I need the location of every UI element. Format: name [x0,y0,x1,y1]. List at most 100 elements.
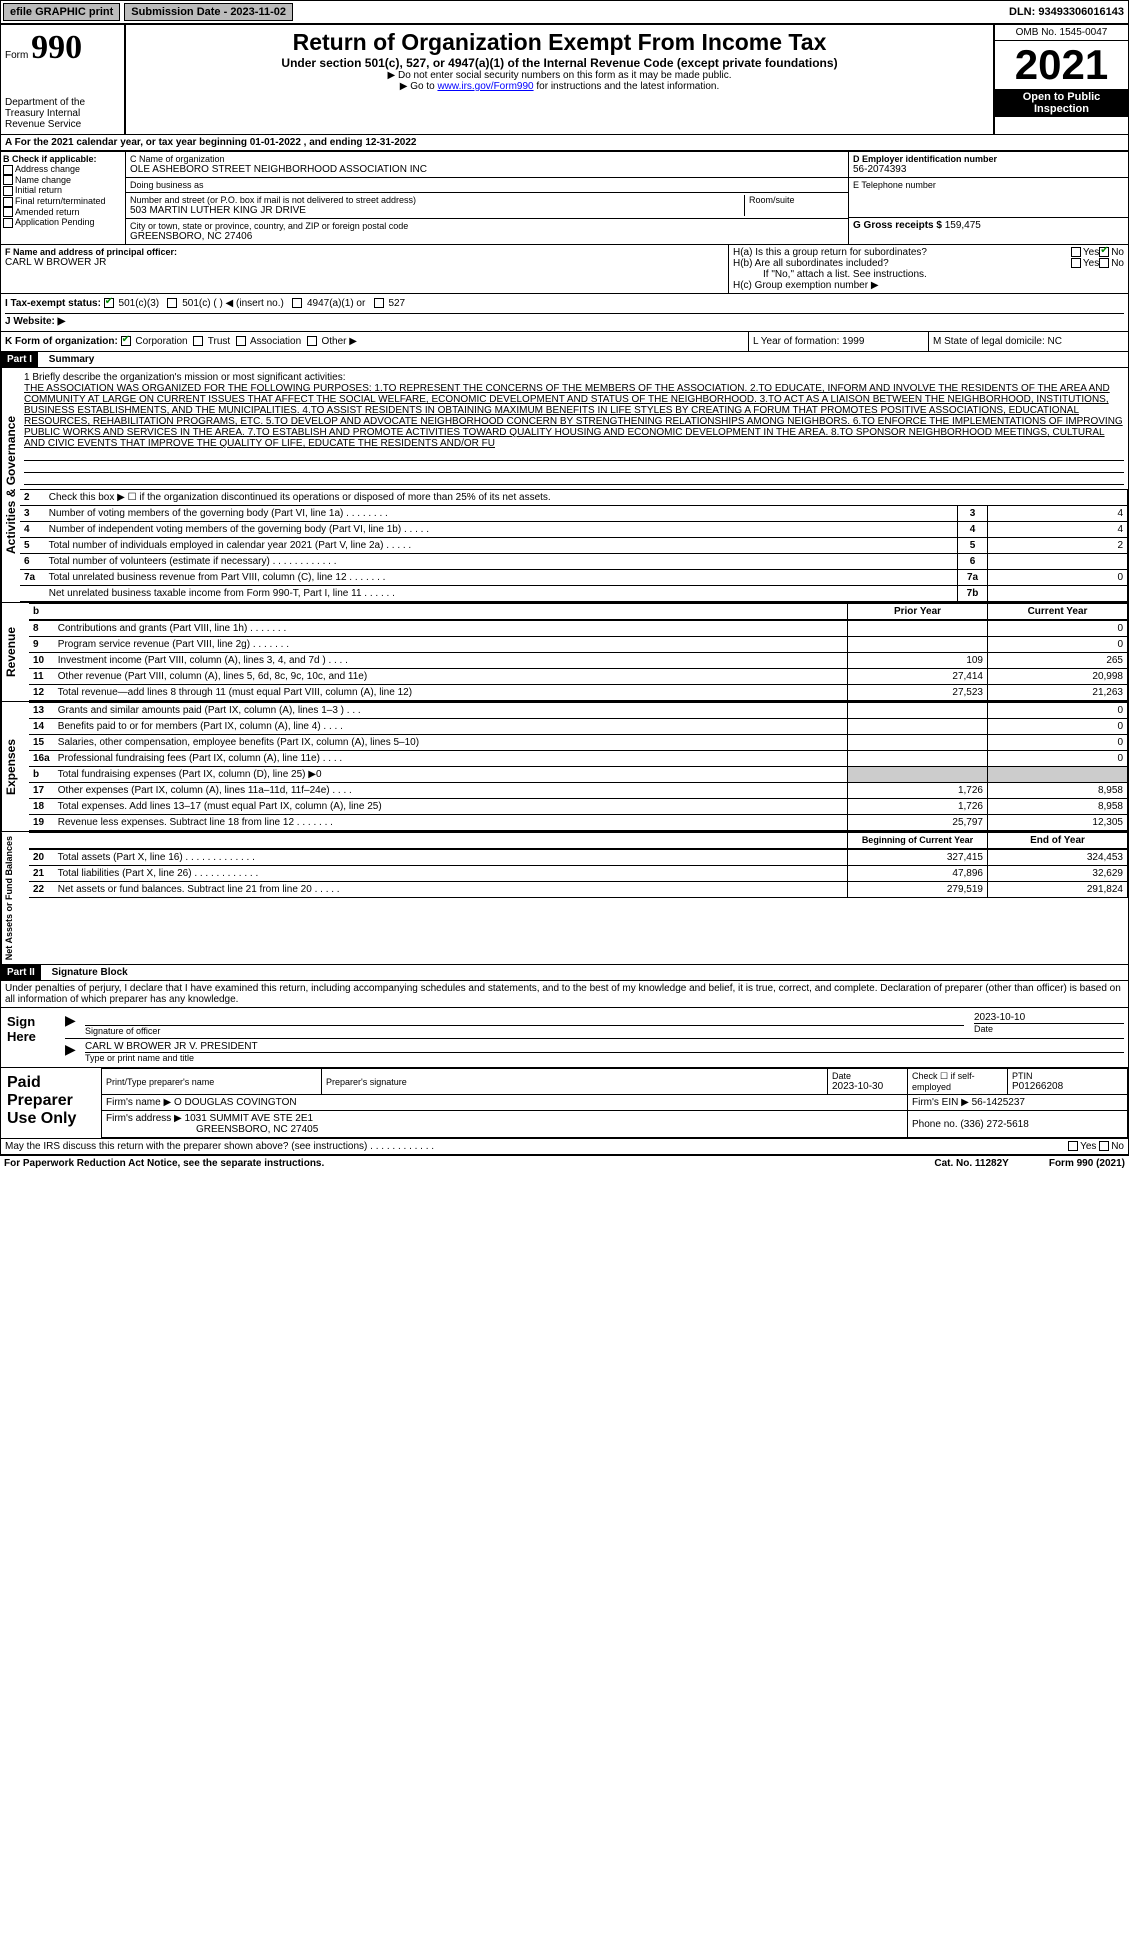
tax-year: 2021 [995,41,1128,89]
box-b-label: B Check if applicable: [3,154,123,164]
org-name: OLE ASHEBORO STREET NEIGHBORHOOD ASSOCIA… [130,164,844,175]
mission-block: 1 Briefly describe the organization's mi… [20,368,1128,489]
table-row: 10 Investment income (Part VIII, column … [29,653,1128,669]
chk-amended[interactable]: Amended return [3,207,123,218]
box-h: H(a) Is this a group return for subordin… [728,245,1128,293]
footer: For Paperwork Reduction Act Notice, see … [0,1155,1129,1171]
paperwork-notice: For Paperwork Reduction Act Notice, see … [4,1158,324,1169]
gross-label: G Gross receipts $ [853,220,942,231]
info-section: B Check if applicable: Address change Na… [0,151,1129,245]
chk-initial[interactable]: Initial return [3,185,123,196]
part2-label: Part II [1,965,41,980]
form-ref: Form 990 (2021) [1049,1158,1125,1169]
ptin-value: P01266208 [1012,1081,1123,1092]
table-row: 20 Total assets (Part X, line 16) . . . … [29,850,1128,866]
table-row: 17 Other expenses (Part IX, column (A), … [29,783,1128,799]
ha-no[interactable] [1099,247,1109,257]
revenue-section: Revenue bPrior YearCurrent Year 8 Contri… [0,603,1129,702]
prep-name-label: Print/Type preparer's name [106,1077,317,1087]
table-row: 9 Program service revenue (Part VIII, li… [29,637,1128,653]
officer-name: CARL W BROWER JR [5,257,724,268]
topbar: efile GRAPHIC print Submission Date - 20… [0,0,1129,24]
hb-yes[interactable] [1071,258,1081,268]
chk-corp[interactable] [121,336,131,346]
chk-assoc[interactable] [236,336,246,346]
phone-label: E Telephone number [853,180,1124,190]
sign-section: Sign Here ▶ Signature of officer 2023-10… [0,1008,1129,1068]
preparer-section: Paid Preparer Use Only Print/Type prepar… [0,1068,1129,1139]
discuss-yes[interactable] [1068,1141,1078,1151]
irs-link[interactable]: www.irs.gov/Form990 [437,81,533,92]
box-f: F Name and address of principal officer:… [1,245,728,293]
table-row: 5 Total number of individuals employed i… [20,538,1128,554]
side-netassets: Net Assets or Fund Balances [1,832,29,964]
chk-501c3[interactable] [104,298,114,308]
ij-section: I Tax-exempt status: 501(c)(3) 501(c) ( … [0,294,1129,332]
part1-label: Part I [1,352,38,367]
dept-label: Department of the Treasury Internal Reve… [5,97,120,130]
gross-value: 159,475 [945,220,981,231]
arrow-icon: ▶ [65,1012,85,1036]
chk-final[interactable]: Final return/terminated [3,196,123,207]
arrow-icon: ▶ [65,1041,85,1063]
box-b: B Check if applicable: Address change Na… [1,152,126,244]
fh-section: F Name and address of principal officer:… [0,245,1129,294]
prep-sig-label: Preparer's signature [326,1077,823,1087]
side-expenses: Expenses [1,702,29,831]
governance-section: Activities & Governance 1 Briefly descri… [0,368,1129,603]
self-emp-label: Check ☐ if self-employed [912,1071,1003,1092]
sig-officer-label: Signature of officer [85,1026,964,1036]
table-row: 22 Net assets or fund balances. Subtract… [29,882,1128,898]
table-row: 16a Professional fundraising fees (Part … [29,751,1128,767]
sig-date-value: 2023-10-10 [974,1012,1124,1024]
dln-label: DLN: 93493306016143 [1005,6,1128,18]
prep-date-label: Date [832,1071,903,1081]
firm-addr2: GREENSBORO, NC 27405 [106,1124,318,1135]
table-row: b Total fundraising expenses (Part IX, c… [29,767,1128,783]
chk-other[interactable] [307,336,317,346]
chk-501c[interactable] [167,298,177,308]
ha-yes[interactable] [1071,247,1081,257]
hb-no[interactable] [1099,258,1109,268]
perjury-text: Under penalties of perjury, I declare th… [0,981,1129,1008]
chk-address[interactable]: Address change [3,164,123,175]
chk-name[interactable]: Name change [3,175,123,186]
table-row: 7a Total unrelated business revenue from… [20,570,1128,586]
part2-title: Signature Block [44,967,128,978]
table-row: Net unrelated business taxable income fr… [20,586,1128,602]
firm-label: Firm's name ▶ [106,1097,171,1108]
city-label: City or town, state or province, country… [130,221,844,231]
form-title: Return of Organization Exempt From Incom… [130,29,989,56]
mission-text: THE ASSOCIATION WAS ORGANIZED FOR THE FO… [24,383,1124,449]
discuss-no[interactable] [1099,1141,1109,1151]
officer-label: F Name and address of principal officer: [5,247,724,257]
typed-label: Type or print name and title [85,1053,1124,1063]
chk-pending[interactable]: Application Pending [3,217,123,228]
chk-527[interactable] [374,298,384,308]
sig-date-label: Date [974,1024,1124,1034]
efile-print-button[interactable]: efile GRAPHIC print [3,3,120,21]
part1-header: Part I Summary [0,352,1129,368]
year-formation: L Year of formation: 1999 [748,332,928,351]
netassets-section: Net Assets or Fund Balances Beginning of… [0,832,1129,965]
side-governance: Activities & Governance [1,368,20,602]
state-domicile: M State of legal domicile: NC [928,332,1128,351]
right-info: D Employer identification number56-20743… [848,152,1128,244]
firm-phone: (336) 272-5618 [960,1119,1028,1130]
form-number: 990 [31,29,82,66]
hdr-eoy: End of Year [988,833,1128,849]
box-c: C Name of organizationOLE ASHEBORO STREE… [126,152,848,244]
klm-section: K Form of organization: Corporation Trus… [0,332,1129,352]
inspection-label: Open to Public Inspection [995,89,1128,117]
table-row: 12 Total revenue—add lines 8 through 11 … [29,685,1128,701]
table-row: 3 Number of voting members of the govern… [20,506,1128,522]
mission-label: 1 Briefly describe the organization's mi… [24,372,1124,383]
chk-trust[interactable] [193,336,203,346]
submission-date-button[interactable]: Submission Date - 2023-11-02 [124,3,293,21]
form-subtitle: Under section 501(c), 527, or 4947(a)(1)… [130,56,989,70]
table-row: 19 Revenue less expenses. Subtract line … [29,815,1128,831]
discuss-text: May the IRS discuss this return with the… [5,1141,1068,1152]
hdr-prior: Prior Year [848,604,988,620]
table-row: 6 Total number of volunteers (estimate i… [20,554,1128,570]
chk-4947[interactable] [292,298,302,308]
